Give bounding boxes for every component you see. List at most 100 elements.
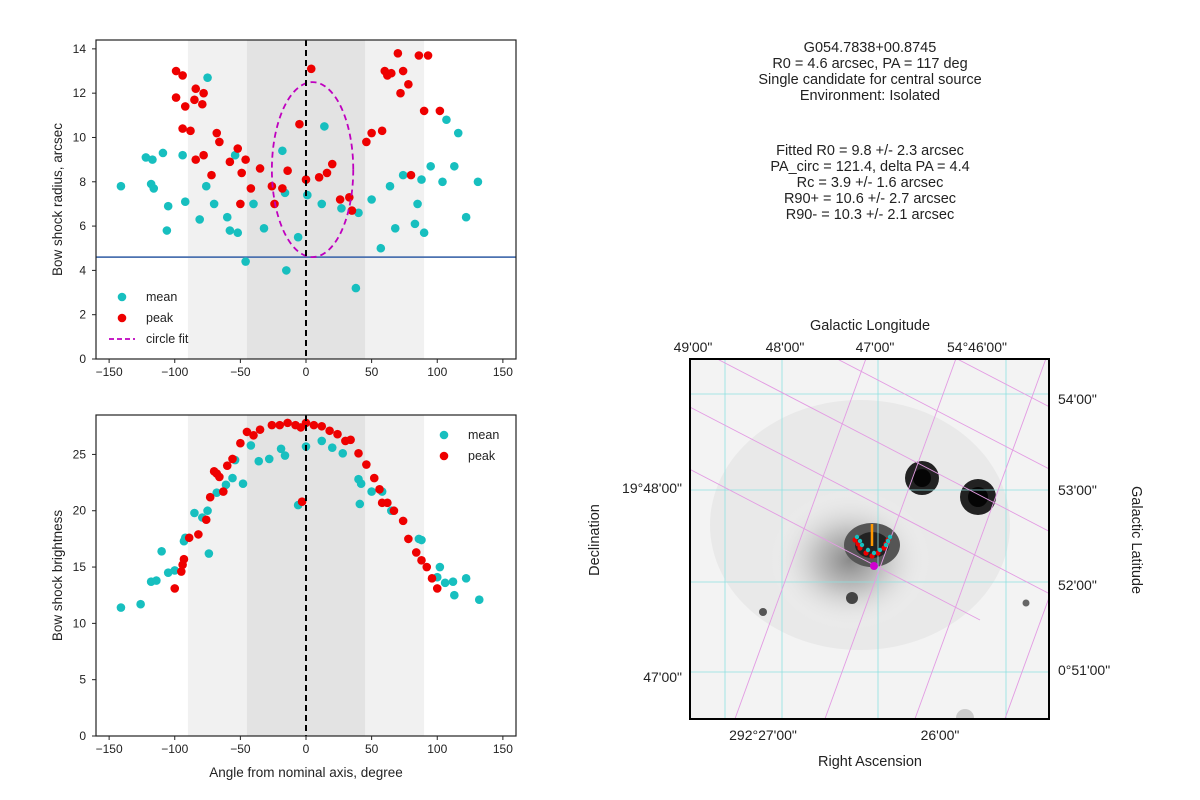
peak-point	[414, 51, 424, 60]
galactic-lat-grid-line	[690, 468, 981, 621]
declination-tick: 47'00"	[643, 669, 682, 685]
peak-point	[383, 498, 392, 508]
y-axis-label: Bow shock brightness	[50, 510, 65, 642]
mean-point	[158, 148, 168, 158]
mean-point	[317, 436, 327, 446]
peak-point	[215, 472, 224, 482]
mean-point	[163, 201, 173, 211]
y-tick-label: 8	[79, 175, 86, 189]
peak-point	[255, 164, 265, 173]
y-tick-label: 0	[79, 729, 86, 743]
legend-mean-marker	[439, 430, 449, 440]
legend: mean peak circle fit	[109, 290, 189, 346]
peak-point	[354, 448, 363, 458]
mean-point	[390, 223, 400, 233]
mean-point	[355, 499, 365, 509]
mean-point	[338, 448, 348, 458]
faint-star	[956, 709, 974, 719]
peak-point	[236, 199, 245, 209]
mean-point	[426, 161, 435, 171]
faint-star	[1022, 599, 1030, 607]
y-tick-label: 6	[79, 219, 86, 233]
fit-info: Fitted R0 = 9.8 +/- 2.3 arcsec PA_circ =…	[690, 143, 1050, 223]
galactic-lat-grid-line	[956, 359, 1049, 408]
mean-point	[448, 577, 458, 586]
mean-point	[163, 568, 173, 577]
faint-star	[846, 592, 858, 604]
mean-point	[246, 441, 256, 450]
info-pa-circ: PA_circ = 121.4, delta PA = 4.4	[770, 159, 970, 175]
info-r90-plus: R90+ = 10.6 +/- 2.7 arcsec	[783, 191, 957, 207]
legend-circle-fit-label: circle fit	[146, 332, 189, 346]
brightness-panel: −150 −100 −50 0 50 100 150 0 5 10 15 20 25 Bow shock …	[50, 414, 517, 780]
peak-point	[190, 95, 199, 105]
info-environment: Environment: Isolated	[799, 88, 941, 104]
peak-point	[171, 93, 181, 102]
mean-point	[212, 488, 222, 498]
peak-point	[398, 66, 408, 76]
peak-point	[297, 497, 307, 507]
info-source-name: G054.7838+00.8745	[803, 40, 937, 56]
peak-point	[201, 515, 211, 525]
mean-point	[162, 226, 172, 235]
galactic-latitude-tick: 52'00"	[1058, 577, 1097, 593]
peak-point	[236, 438, 245, 448]
legend: mean peak	[439, 428, 499, 463]
peak-point	[242, 427, 252, 437]
peak-point	[347, 206, 357, 215]
mean-point	[293, 232, 303, 242]
galactic-latitude-tick: 53'00"	[1058, 482, 1097, 498]
peak-point	[387, 68, 396, 78]
mean-point	[450, 161, 459, 171]
x-tick-label: 100	[427, 742, 447, 756]
galactic-lat-grid-line	[690, 406, 1049, 595]
peak-point	[228, 454, 237, 464]
x-tick-label: 150	[493, 365, 513, 379]
peak-point	[389, 506, 399, 516]
mean-point	[354, 208, 363, 218]
galactic-longitude-title: Galactic Longitude	[810, 318, 930, 334]
x-tick-label: 50	[365, 365, 379, 379]
mean-point	[180, 197, 190, 207]
mean-point	[249, 199, 258, 209]
source-marker	[870, 562, 878, 570]
mean-point	[385, 181, 395, 191]
peak-point	[177, 567, 186, 576]
peak-point	[275, 420, 285, 430]
mean-point	[228, 473, 237, 483]
peak-point	[404, 534, 413, 544]
peak-point	[419, 106, 429, 116]
mean-point	[170, 566, 180, 575]
sky-image-panel: 49'00" 48'00" 47'00" 54°46'00" Galactic Long…	[587, 318, 1144, 770]
mean-point	[417, 535, 426, 545]
peak-point	[170, 584, 180, 593]
mean-point	[116, 181, 126, 191]
mean-point	[259, 223, 269, 233]
peak-point	[278, 184, 287, 193]
header-info: G054.7838+00.8745 R0 = 4.6 arcsec, PA = …	[690, 40, 1050, 104]
mean-point	[410, 219, 420, 229]
mean-point	[190, 508, 199, 518]
x-tick-label: 150	[493, 742, 513, 756]
right-ascension-tick: 26'00"	[921, 727, 960, 743]
bow-mean-marker	[887, 534, 893, 540]
peak-point	[241, 155, 250, 164]
mean-point	[320, 122, 329, 131]
galactic-lon-grid-line	[914, 359, 1047, 719]
peak-point	[362, 460, 371, 469]
mean-point	[442, 115, 451, 125]
mean-point	[152, 576, 161, 585]
peak-point	[406, 170, 416, 180]
mean-point	[148, 155, 157, 164]
peak-point	[233, 144, 243, 153]
peak-point	[411, 548, 421, 557]
mean-point	[203, 73, 212, 82]
mean-point	[356, 479, 366, 489]
peak-point	[333, 429, 342, 439]
peak-point	[198, 99, 207, 109]
peak-point	[335, 195, 345, 204]
mean-point	[337, 204, 346, 213]
x-axis-label: Angle from nominal axis, degree	[209, 765, 403, 780]
peak-point	[325, 426, 334, 436]
peak-point	[215, 137, 224, 147]
